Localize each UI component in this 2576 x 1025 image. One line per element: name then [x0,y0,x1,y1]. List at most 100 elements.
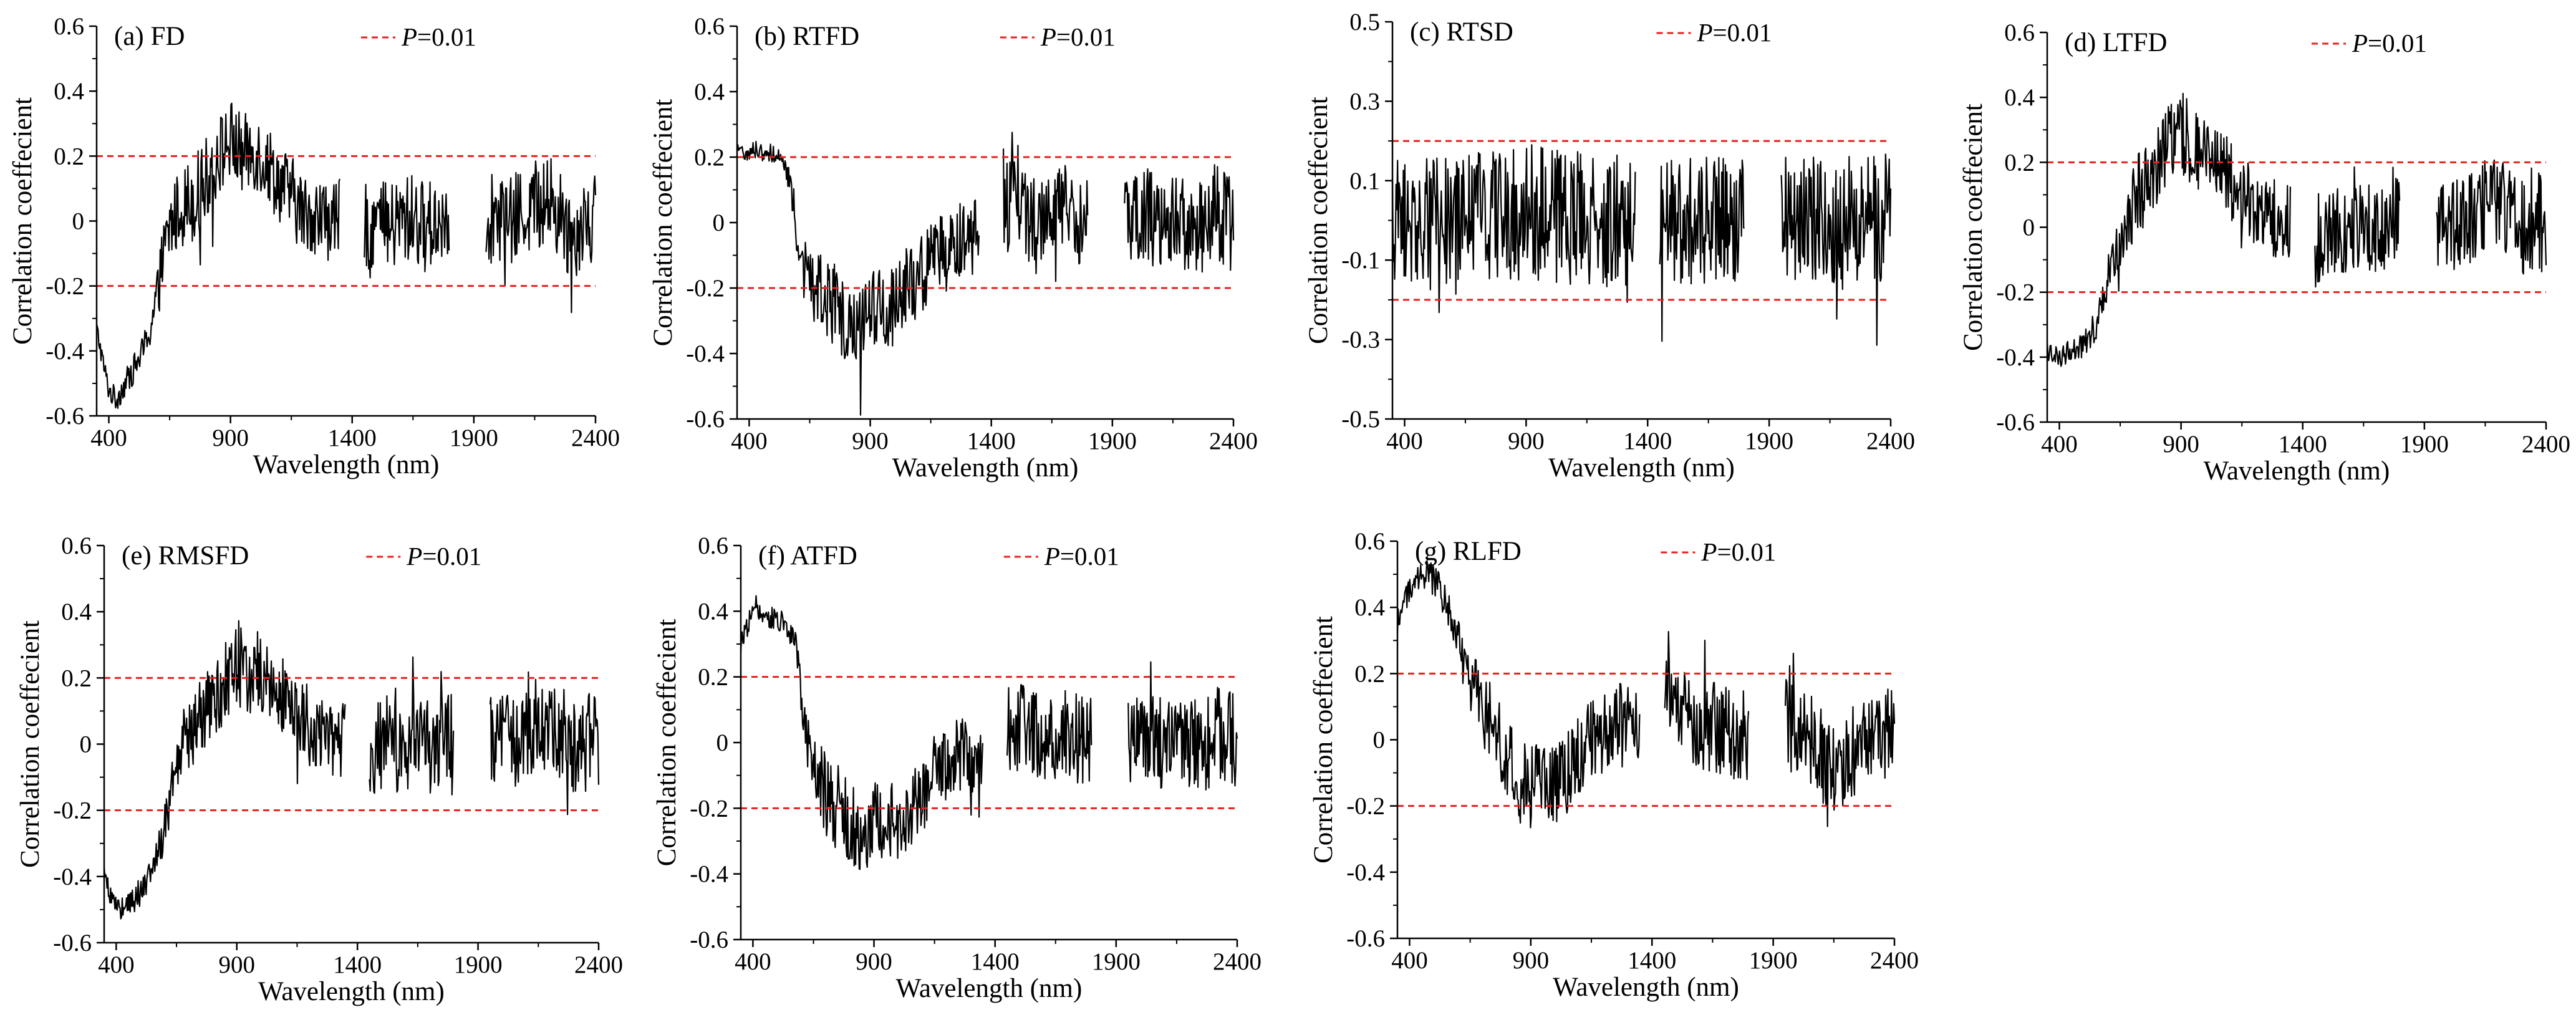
legend-label: P=0.01 [2352,29,2427,57]
x-tick-label: 400 [90,425,127,451]
y-tick-label: -0.2 [690,795,728,822]
x-tick-label: 400 [1391,947,1428,974]
legend-p-value: =0.01 [1056,22,1116,51]
y-tick-label: 0.6 [1354,528,1385,555]
y-tick-label: -0.4 [53,864,92,890]
x-tick-label: 2400 [1870,947,1919,974]
y-tick-label: 0.2 [694,144,725,171]
y-axis-label: Correlation coeffecient [652,619,682,867]
y-tick-label: 0.2 [2004,149,2035,176]
y-tick-label: -0.4 [686,340,725,367]
y-tick-label: 0.4 [2004,84,2035,111]
x-tick-label: 1400 [1628,947,1676,974]
x-tick-label: 400 [98,951,135,978]
legend-p-value: =0.01 [422,542,481,570]
x-tick-label: 1900 [1745,428,1793,455]
x-tick-label: 2400 [571,425,620,451]
y-tick-label: 0.2 [1354,660,1385,687]
x-tick-label: 1400 [2279,431,2327,458]
x-tick-label: 1400 [971,948,1020,975]
y-tick-label: 0 [72,208,85,235]
chart-panel-5: 400 900 1400 1900 2400 -0.6 -0.4 -0.2 0 0.2 0.4 0.6… [16,532,623,1006]
data-series-segment-2 [1006,683,1093,784]
x-axis-label: Wavelength (nm) [2204,456,2390,486]
data-series-segment-1 [1391,144,1636,314]
x-tick-label: 400 [735,948,771,975]
x-tick-label: 2400 [1213,948,1261,975]
y-tick-label: 0.4 [61,599,92,625]
x-tick-label: 1900 [450,425,498,451]
data-series-segment-3 [1780,153,1892,346]
y-tick-label: 0.2 [698,664,728,691]
y-tick-label: 0.4 [698,598,728,625]
y-tick-label: 0.5 [1349,9,1380,36]
x-tick-label: 1400 [333,951,382,978]
y-tick-label: 0.6 [61,532,92,559]
x-tick-label: 1400 [1623,428,1672,455]
y-tick-label: -0.4 [690,861,728,888]
data-series-segment-2 [369,656,455,796]
y-tick-label: -0.6 [1346,925,1385,952]
y-tick-label: 0.3 [1349,88,1380,115]
data-series-segment-1 [1396,561,1641,829]
x-tick-label: 900 [212,425,249,451]
y-tick-label: 0.6 [694,13,725,40]
x-tick-label: 1900 [2400,431,2449,458]
x-tick-label: 400 [2041,431,2078,458]
legend-label: P=0.01 [401,22,476,51]
x-tick-label: 1900 [1088,428,1137,455]
legend-label: P=0.01 [1040,22,1116,51]
x-tick-label: 400 [1386,428,1423,455]
legend-p-symbol: P [1700,537,1717,566]
legend-label: P=0.01 [1700,537,1776,566]
panel-label: (g) RLFD [1415,537,1522,566]
y-tick-label: 0.4 [694,79,725,105]
y-tick-label: -0.2 [53,797,92,824]
y-tick-label: -0.5 [1341,406,1380,433]
data-series-segment-2 [1664,631,1750,781]
x-tick-label: 900 [856,948,892,975]
chart-panel-1: 400 900 1400 1900 2400 -0.6 -0.4 -0.2 0 0.2 0.4 0.6… [8,13,620,479]
legend-p-symbol: P [401,22,417,51]
legend-p-value: =0.01 [1717,537,1776,566]
y-tick-label: 0 [80,731,92,758]
panel-label: (a) FD [114,22,185,51]
y-tick-label: 0.4 [54,78,84,105]
y-tick-label: 0 [1373,727,1386,754]
x-tick-label: 2400 [574,951,623,978]
y-axis-label: Correlation coeffecient [1309,616,1338,864]
chart-panel-3: 400 900 1400 1900 2400 -0.5 -0.3 -0.1 0.1 0.3 0.5 W… [1304,9,1915,483]
legend-p-value: =0.01 [1713,18,1772,47]
y-tick-label: 0.1 [1349,168,1380,195]
chart-panel-4: 400 900 1400 1900 2400 -0.6 -0.4 -0.2 0 0.2 0.4 0.6… [1959,19,2570,486]
x-tick-label: 900 [852,428,889,455]
y-tick-label: -0.4 [46,338,84,365]
y-tick-label: -0.6 [686,406,725,433]
y-tick-label: -0.6 [53,930,92,956]
x-tick-label: 1900 [1749,947,1798,974]
y-tick-label: 0 [713,209,725,236]
chart-panel-7: 400 900 1400 1900 2400 -0.6 -0.4 -0.2 0 0.2 0.4 0.6… [1309,528,1919,1002]
data-series-segment-1 [736,140,980,416]
y-tick-label: -0.3 [1341,327,1380,354]
panel-label: (f) ATFD [758,541,857,570]
y-tick-label: 0.6 [698,532,728,559]
chart-panel-2: 400 900 1400 1900 2400 -0.6 -0.4 -0.2 0 0.2 0.4 0.6… [649,13,1258,483]
x-tick-label: 900 [2163,431,2199,458]
y-tick-label: -0.2 [686,275,725,302]
legend-label: P=0.01 [1696,18,1772,47]
x-tick-label: 2400 [1866,428,1915,455]
panel-label: (b) RTFD [755,22,859,51]
x-tick-label: 2400 [1209,428,1258,455]
data-series-segment-2 [2314,166,2401,288]
y-axis-label: Correlation coeffecient [16,620,45,868]
y-tick-label: 0.4 [1354,594,1385,621]
data-series-segment-2 [1659,156,1745,342]
data-series-segment-1 [740,595,983,870]
x-axis-label: Wavelength (nm) [258,977,445,1006]
data-series-segment-3 [2436,159,2547,275]
y-axis-label: Correlation coeffecient [649,99,678,347]
x-tick-label: 1400 [967,428,1016,455]
chart-panel-6: 400 900 1400 1900 2400 -0.6 -0.4 -0.2 0 0.2 0.4 0.6… [652,532,1261,1003]
